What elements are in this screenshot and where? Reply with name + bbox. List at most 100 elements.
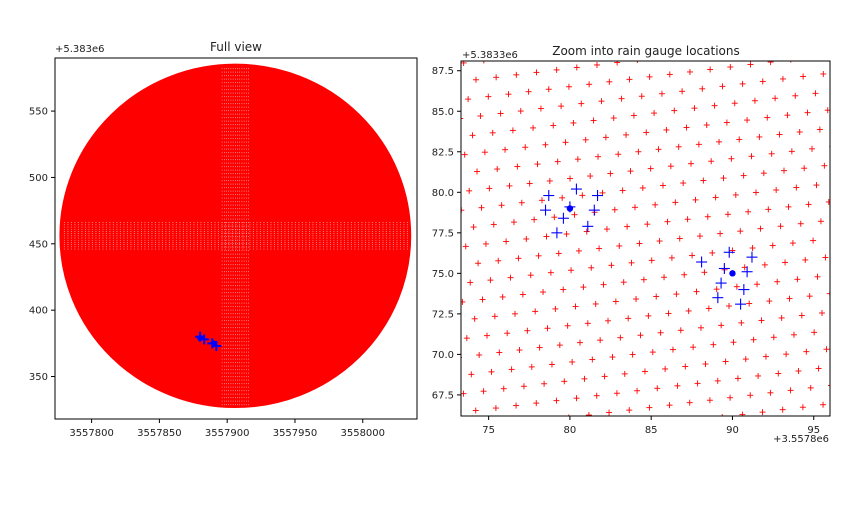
grid-cell-marker: [503, 238, 510, 245]
grid-cell-marker: [795, 368, 802, 375]
grid-cell-marker: [621, 370, 628, 377]
grid-cell-marker: [733, 283, 740, 290]
gauge-cross: [718, 262, 730, 274]
grid-cell-marker: [714, 377, 721, 384]
grid-cell-marker: [471, 315, 478, 322]
grid-cell-marker: [587, 173, 594, 180]
grid-cell-marker: [738, 319, 745, 326]
grid-cell-marker: [653, 293, 660, 300]
grid-cell-marker: [802, 256, 809, 263]
grid-cell-marker: [726, 303, 733, 310]
grid-cell-marker: [816, 126, 823, 133]
grid-cell-marker: [744, 117, 751, 124]
grid-cell-marker: [620, 279, 627, 286]
grid-cell-marker: [823, 346, 830, 353]
grid-cell-marker: [479, 296, 486, 303]
right-axes-frame: [460, 60, 831, 417]
grid-cell-marker: [528, 363, 535, 370]
gauge-cross: [551, 227, 563, 239]
grid-cell-marker: [532, 308, 539, 315]
grid-cell-marker: [746, 300, 753, 307]
grid-cell-marker: [552, 305, 559, 312]
grid-cell-marker: [584, 320, 591, 327]
grid-cell-marker: [534, 161, 541, 168]
grid-cell-marker: [468, 371, 475, 378]
grid-cell-marker: [707, 66, 714, 73]
grid-cell-marker: [482, 240, 489, 247]
x-tick-label: 3557850: [137, 428, 182, 439]
grid-cell-marker: [718, 322, 725, 329]
grid-cell-marker: [476, 351, 483, 358]
y-tick-label: 75.0: [432, 269, 454, 280]
grid-cell-marker: [623, 131, 630, 138]
grid-cell-marker: [520, 383, 527, 390]
grid-cell-marker: [602, 134, 609, 141]
grid-cell-marker: [651, 110, 658, 117]
grid-cell-marker: [638, 93, 645, 100]
grid-cell-marker: [731, 100, 738, 107]
grid-cell-marker: [767, 389, 774, 396]
grid-cell-marker: [493, 74, 500, 81]
grid-cell-marker: [606, 409, 613, 416]
grid-cell-marker: [510, 219, 517, 226]
grid-cell-marker: [610, 115, 617, 122]
grid-cell-marker: [477, 112, 484, 119]
grid-cell-marker: [773, 187, 780, 194]
grid-cell-marker: [589, 356, 596, 363]
grid-cell-marker: [679, 88, 686, 95]
grid-cell-marker: [686, 399, 693, 406]
grid-cell-marker: [509, 127, 516, 134]
grid-cell-marker: [732, 191, 739, 198]
grid-cell-marker: [488, 368, 495, 375]
grid-cell-marker: [461, 151, 468, 158]
grid-cell-marker: [704, 213, 711, 220]
grid-cell-marker: [462, 243, 469, 250]
x-tick-label: 95: [807, 425, 820, 436]
grid-cell-marker: [760, 170, 767, 177]
grid-cell-marker: [712, 194, 719, 201]
grid-cell-marker: [505, 91, 512, 98]
y-tick-label: 500: [29, 173, 48, 184]
grid-cell-marker: [481, 149, 488, 156]
grid-cell-marker: [673, 291, 680, 298]
grid-cell-marker: [491, 313, 498, 320]
grid-cell-marker: [765, 206, 772, 213]
grid-cell-marker: [688, 160, 695, 167]
grid-cell-marker: [576, 339, 583, 346]
grid-cell-marker: [562, 139, 569, 146]
grid-cell-marker: [516, 347, 523, 354]
right-panel: Zoom into rain gauge locations +5.3833e6…: [432, 44, 839, 445]
grid-cell-marker: [570, 119, 577, 126]
grid-cell-marker: [699, 85, 706, 92]
grid-cell-marker: [719, 83, 726, 90]
grid-cell-marker: [531, 216, 538, 223]
grid-cell-marker: [770, 334, 777, 341]
grid-cell-marker: [833, 88, 839, 94]
grid-cell-marker: [804, 109, 811, 116]
grid-cell-marker: [485, 93, 492, 100]
grid-cell-marker: [515, 255, 522, 262]
grid-cell-marker: [554, 158, 561, 165]
gauge-location: [566, 205, 574, 212]
grid-cell-marker: [461, 61, 467, 66]
left-title: Full view: [210, 40, 262, 54]
right-red-markers: [461, 61, 839, 416]
grid-cell-marker: [507, 274, 514, 281]
grid-cell-marker: [693, 288, 700, 295]
grid-cell-marker: [790, 61, 792, 63]
grid-cell-marker: [709, 249, 716, 256]
grid-cell-marker: [722, 358, 729, 365]
grid-cell-marker: [502, 146, 509, 153]
grid-cell-marker: [575, 247, 582, 254]
gauge-cross: [543, 190, 555, 202]
grid-cell-marker: [535, 252, 542, 259]
grid-cell-marker: [675, 143, 682, 150]
grid-cell-marker: [777, 223, 784, 230]
grid-cell-marker: [558, 103, 565, 110]
grid-cell-marker: [519, 291, 526, 298]
grid-cell-marker: [825, 198, 830, 205]
grid-cell-marker: [614, 61, 621, 66]
gauge-cross: [715, 277, 727, 289]
rain-domain-fill: [60, 64, 411, 408]
grid-cell-marker: [767, 61, 774, 66]
